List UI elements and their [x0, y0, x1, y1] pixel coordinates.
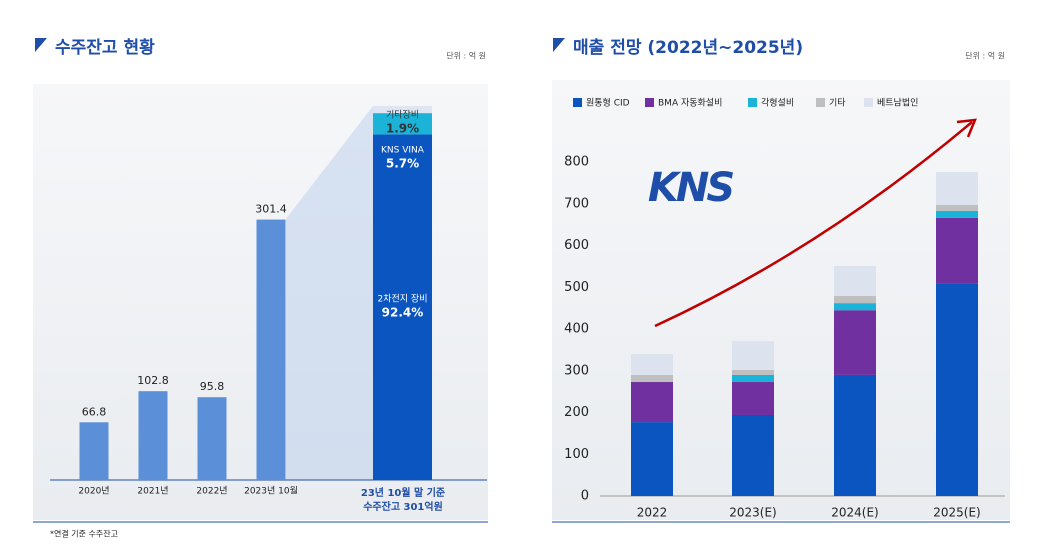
- legend-label: 각형설비: [761, 97, 794, 109]
- trend-arrow-head: [956, 118, 977, 138]
- x-tick-label: 2023년 10월: [244, 485, 298, 497]
- value-label: 66.8: [82, 405, 107, 418]
- segment-value: 92.4%: [382, 306, 424, 320]
- legend-swatch: [748, 98, 757, 107]
- bar: [138, 391, 168, 480]
- caption: 23년 10월 말 기준: [361, 486, 445, 499]
- bar-segment: [834, 303, 876, 311]
- bar-segment: [732, 415, 774, 496]
- segment: [373, 113, 432, 135]
- value-label: 102.8: [137, 374, 169, 387]
- unit-label: 단위 : 억 원: [965, 51, 1005, 61]
- value-label: 301.4: [255, 203, 287, 216]
- legend-label: 기타: [829, 98, 846, 109]
- x-tick-label: 2023(E): [729, 506, 776, 520]
- bar-segment: [631, 374, 673, 383]
- y-tick-label: 700: [564, 196, 589, 211]
- x-tick-label: 2024(E): [831, 506, 878, 520]
- bar-segment: [631, 354, 673, 375]
- legend-swatch: [645, 98, 654, 107]
- bar-segment: [936, 172, 978, 206]
- bar-segment: [732, 369, 774, 375]
- bar: [256, 219, 286, 480]
- x-tick-label: 2022: [637, 506, 668, 520]
- bar-segment: [732, 374, 774, 383]
- segment-value: 5.7%: [386, 157, 419, 171]
- segment-label: KNS VINA: [381, 146, 425, 156]
- bar-segment: [631, 382, 673, 423]
- bar-segment: [936, 217, 978, 284]
- segment-value: 1.9%: [386, 122, 419, 136]
- x-tick-label: 2022년: [196, 486, 227, 497]
- legend-label: BMA 자동화설비: [658, 98, 722, 109]
- bar-segment: [936, 205, 978, 211]
- chart-title: 매출 전망 (2022년~2025년): [573, 38, 803, 58]
- x-tick-label: 2025(E): [933, 506, 980, 520]
- bar-segment: [631, 422, 673, 496]
- footnote: *연결 기준 수주잔고: [50, 529, 118, 539]
- y-tick-label: 400: [564, 322, 589, 337]
- y-tick-label: 200: [564, 405, 589, 420]
- y-tick-label: 300: [564, 363, 589, 378]
- y-tick-label: 800: [564, 155, 589, 170]
- logo: KNS: [648, 165, 733, 211]
- caption: 수주잔고 301억원: [363, 500, 443, 513]
- bar-segment: [732, 382, 774, 416]
- connector: [286, 106, 373, 480]
- bar-segment: [732, 341, 774, 370]
- bar-segment: [834, 374, 876, 496]
- unit-label: 단위 : 억 원: [446, 51, 486, 61]
- title-marker: [553, 38, 565, 52]
- x-tick-label: 2020년: [78, 486, 109, 497]
- bar-segment: [936, 210, 978, 218]
- bar-segment: [834, 310, 876, 375]
- trend-arrow: [654, 121, 973, 328]
- bar-segment: [834, 265, 876, 297]
- value-label: 95.8: [200, 380, 225, 393]
- legend-label: 원통형 CID: [586, 98, 630, 109]
- y-tick-label: 100: [564, 447, 589, 462]
- legend-swatch: [573, 98, 582, 107]
- title-marker: [35, 38, 47, 52]
- bar-segment: [936, 283, 978, 496]
- legend-swatch: [864, 98, 873, 107]
- segment-label: 2차전지 장비: [378, 293, 428, 305]
- y-tick-label: 600: [564, 238, 589, 253]
- segment: [373, 106, 432, 114]
- bar: [197, 397, 227, 480]
- chart-title: 수주잔고 현황: [55, 38, 155, 58]
- legend-swatch: [816, 98, 825, 107]
- segment-label: 기타장비: [386, 110, 419, 121]
- bar: [79, 422, 109, 480]
- y-tick-label: 0: [581, 489, 589, 504]
- legend-label: 베트남법인: [877, 98, 918, 109]
- bar-segment: [834, 296, 876, 304]
- x-tick-label: 2021년: [137, 486, 168, 497]
- y-tick-label: 500: [564, 280, 589, 295]
- segment: [373, 134, 432, 480]
